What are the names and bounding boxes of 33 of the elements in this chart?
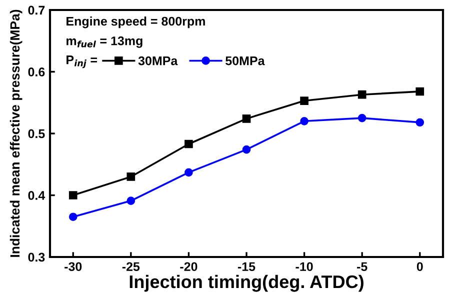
y-tick-label: 0.6 <box>28 68 45 76</box>
point <box>358 90 366 99</box>
point <box>68 212 78 222</box>
x-tick-label: -15 <box>238 262 256 272</box>
point <box>242 145 251 154</box>
x-axis-title: Injection timing(deg. ATDC) <box>130 274 364 292</box>
point <box>416 118 424 127</box>
annotation: P$_{inj}$ = <box>66 56 98 68</box>
x-tick-label: -20 <box>180 262 198 272</box>
y-tick-label: 0.7 <box>28 6 45 15</box>
point <box>300 116 308 126</box>
x-tick-label: 0 <box>416 262 423 272</box>
y-tick-label: 0.5 <box>28 129 45 138</box>
x-tick-label: -30 <box>64 262 82 272</box>
point <box>126 172 136 181</box>
point <box>184 168 193 177</box>
annotation: Engine speed = 800rpm <box>66 16 205 28</box>
x-tick-label: -25 <box>122 262 140 272</box>
point <box>416 87 424 96</box>
legend-label: 30MPa <box>138 56 178 66</box>
point <box>242 114 251 123</box>
y-axis-title: Indicated mean effective pressure(MPa) <box>10 10 22 257</box>
x-tick-label: -5 <box>357 262 368 272</box>
point <box>358 114 366 122</box>
annotation: m$_{fuel}$ = 13mg <box>66 36 142 48</box>
point <box>126 196 136 205</box>
point <box>68 191 78 200</box>
y-tick-label: 0.4 <box>28 191 46 200</box>
point <box>184 140 193 148</box>
y-tick-label: 0.3 <box>28 252 45 262</box>
legend-label: 50MPa <box>226 56 265 66</box>
point <box>300 96 308 105</box>
x-tick-label: -10 <box>296 262 313 272</box>
